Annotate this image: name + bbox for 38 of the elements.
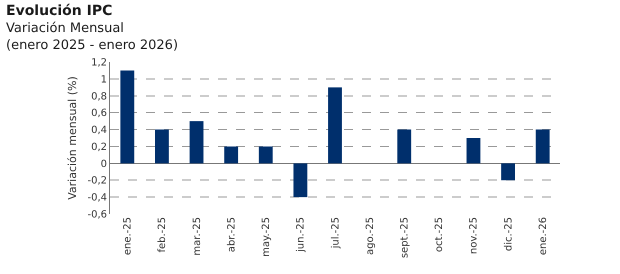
- y-tick-label: 1: [100, 74, 107, 86]
- y-tick-label: 0,4: [91, 125, 107, 136]
- x-tick-label: feb.-25: [157, 217, 168, 253]
- bar: [190, 121, 204, 164]
- y-tick-label: -0,6: [87, 210, 107, 220]
- x-tick-label: jul.-25: [330, 217, 342, 250]
- y-tick-label: 0: [100, 158, 107, 170]
- x-tick-label: abr.-25: [226, 217, 238, 252]
- bar: [466, 138, 480, 164]
- y-tick-label: -0,2: [87, 176, 107, 187]
- y-tick-label: 1,2: [91, 58, 107, 68]
- x-tick-label: ago.-25: [364, 217, 376, 255]
- y-axis-title: Variación mensual (%): [66, 76, 80, 200]
- bar: [328, 87, 342, 164]
- x-tick-label: jun.-25: [296, 217, 307, 253]
- bar: [397, 130, 412, 164]
- bar: [536, 130, 550, 164]
- bar: [501, 163, 515, 180]
- y-tick-label: -0,4: [87, 192, 107, 204]
- text: (enero 2025 - enero 2026): [6, 38, 178, 53]
- chart-subtitle: Variación Mensual: [6, 21, 124, 36]
- x-tick-label: may.-25: [261, 217, 272, 257]
- x-tick-label: ene.-25: [122, 217, 134, 256]
- bar: [293, 163, 308, 198]
- bar: [155, 130, 169, 164]
- x-tick-label: dic.-25: [503, 217, 514, 252]
- bar: [258, 146, 273, 164]
- x-tick-label: nov.-25: [468, 217, 480, 254]
- y-tick-label: 0,6: [91, 108, 107, 120]
- x-tick-label: mar.-25: [192, 217, 203, 256]
- bar: [120, 70, 134, 164]
- bar: [224, 146, 238, 164]
- x-tick-label: ene.-26: [538, 217, 549, 256]
- x-tick-label: oct.-25: [434, 217, 446, 252]
- y-tick-label: 0,2: [91, 142, 107, 153]
- x-tick-label: sept.-25: [399, 217, 410, 258]
- chart-title: Evolución IPC: [6, 3, 112, 19]
- y-tick-label: 0,8: [91, 91, 107, 102]
